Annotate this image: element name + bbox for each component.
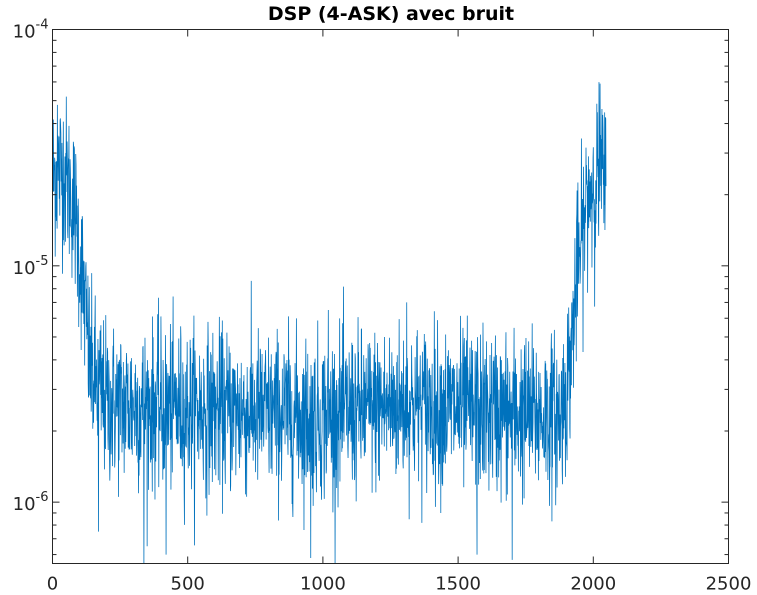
y-tick-label: 10-5 bbox=[13, 254, 49, 279]
x-tick-label: 2000 bbox=[570, 574, 616, 595]
x-tick-label: 0 bbox=[47, 574, 58, 595]
y-tick-label: 10-4 bbox=[13, 18, 49, 43]
x-tick-label: 2500 bbox=[706, 574, 752, 595]
series-group bbox=[52, 82, 607, 564]
x-tick-label: 1500 bbox=[435, 574, 481, 595]
series-line bbox=[52, 82, 607, 564]
x-tick-label: 500 bbox=[171, 574, 205, 595]
x-ticks: 0 500 1000 1500 2000 2500 bbox=[47, 29, 752, 595]
y-ticks: 10-6 10-5 10-4 bbox=[13, 18, 729, 556]
axes-box bbox=[52, 29, 729, 564]
chart-title: DSP (4-ASK) avec bruit bbox=[268, 3, 514, 25]
y-tick-label: 10-6 bbox=[13, 490, 49, 515]
x-tick-label: 1000 bbox=[300, 574, 346, 595]
